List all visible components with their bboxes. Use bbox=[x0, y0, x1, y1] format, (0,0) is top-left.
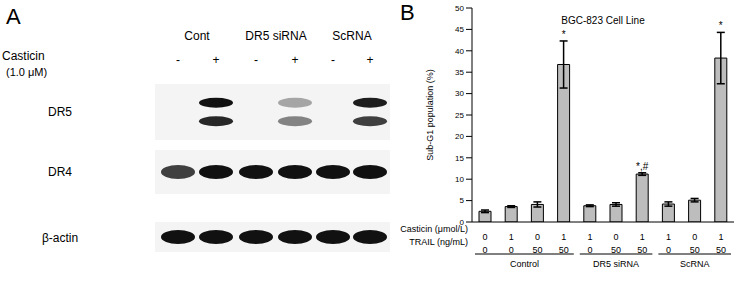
svg-text:50: 50 bbox=[690, 245, 700, 255]
svg-text:0: 0 bbox=[666, 245, 671, 255]
svg-text:25: 25 bbox=[455, 111, 464, 120]
svg-text:+: + bbox=[366, 53, 373, 67]
svg-text:0: 0 bbox=[692, 232, 697, 242]
svg-text:0: 0 bbox=[483, 245, 488, 255]
svg-text:*: * bbox=[719, 20, 723, 31]
svg-text:-: - bbox=[331, 53, 335, 67]
svg-text:DR4: DR4 bbox=[48, 165, 72, 179]
svg-text:β-actin: β-actin bbox=[42, 231, 78, 245]
svg-text:Casticin (μmol/L): Casticin (μmol/L) bbox=[400, 224, 468, 234]
svg-text:50: 50 bbox=[611, 245, 621, 255]
svg-text:DR5 siRNA: DR5 siRNA bbox=[593, 259, 639, 269]
svg-text:Control: Control bbox=[510, 259, 539, 269]
svg-text:20: 20 bbox=[455, 132, 464, 141]
svg-text:1: 1 bbox=[666, 232, 671, 242]
svg-text:-: - bbox=[176, 53, 180, 67]
svg-text:DR5 siRNA: DR5 siRNA bbox=[245, 29, 306, 43]
svg-text:*: * bbox=[562, 29, 566, 40]
svg-text:-: - bbox=[254, 53, 258, 67]
svg-text:Casticin: Casticin bbox=[8, 49, 45, 63]
svg-text:A: A bbox=[8, 4, 21, 29]
svg-text:50: 50 bbox=[716, 245, 726, 255]
svg-text:40: 40 bbox=[455, 47, 464, 56]
svg-text:TRAIL (ng/mL): TRAIL (ng/mL) bbox=[409, 237, 468, 247]
svg-text:0: 0 bbox=[587, 245, 592, 255]
svg-text:BGC-823 Cell Line: BGC-823 Cell Line bbox=[561, 15, 645, 26]
svg-text:*,#: *,# bbox=[636, 161, 649, 172]
svg-text:50: 50 bbox=[455, 4, 464, 13]
svg-text:(1.0 μM): (1.0 μM) bbox=[8, 66, 47, 78]
svg-text:ScRNA: ScRNA bbox=[332, 29, 371, 43]
html-text:B: B bbox=[400, 0, 415, 25]
svg-text:45: 45 bbox=[455, 25, 464, 34]
svg-text:10: 10 bbox=[455, 175, 464, 184]
svg-text:5: 5 bbox=[460, 196, 465, 205]
svg-text:1: 1 bbox=[718, 232, 723, 242]
svg-text:Sub-G1 population (%): Sub-G1 population (%) bbox=[425, 69, 435, 161]
svg-text:0: 0 bbox=[614, 232, 619, 242]
svg-text:Cont: Cont bbox=[184, 29, 210, 43]
svg-text:50: 50 bbox=[637, 245, 647, 255]
svg-text:DR5: DR5 bbox=[48, 105, 72, 119]
svg-text:50: 50 bbox=[559, 245, 569, 255]
svg-text:0: 0 bbox=[509, 245, 514, 255]
svg-text:+: + bbox=[212, 53, 219, 67]
svg-text:0: 0 bbox=[460, 218, 465, 227]
svg-text:15: 15 bbox=[455, 154, 464, 163]
svg-text:1: 1 bbox=[561, 232, 566, 242]
svg-text:+: + bbox=[291, 53, 298, 67]
svg-text:0: 0 bbox=[483, 232, 488, 242]
svg-text:1: 1 bbox=[509, 232, 514, 242]
svg-text:ScRNA: ScRNA bbox=[680, 259, 710, 269]
svg-text:50: 50 bbox=[532, 245, 542, 255]
svg-text:35: 35 bbox=[455, 68, 464, 77]
svg-text:1: 1 bbox=[587, 232, 592, 242]
svg-text:0: 0 bbox=[535, 232, 540, 242]
svg-text:30: 30 bbox=[455, 89, 464, 98]
svg-text:1: 1 bbox=[640, 232, 645, 242]
